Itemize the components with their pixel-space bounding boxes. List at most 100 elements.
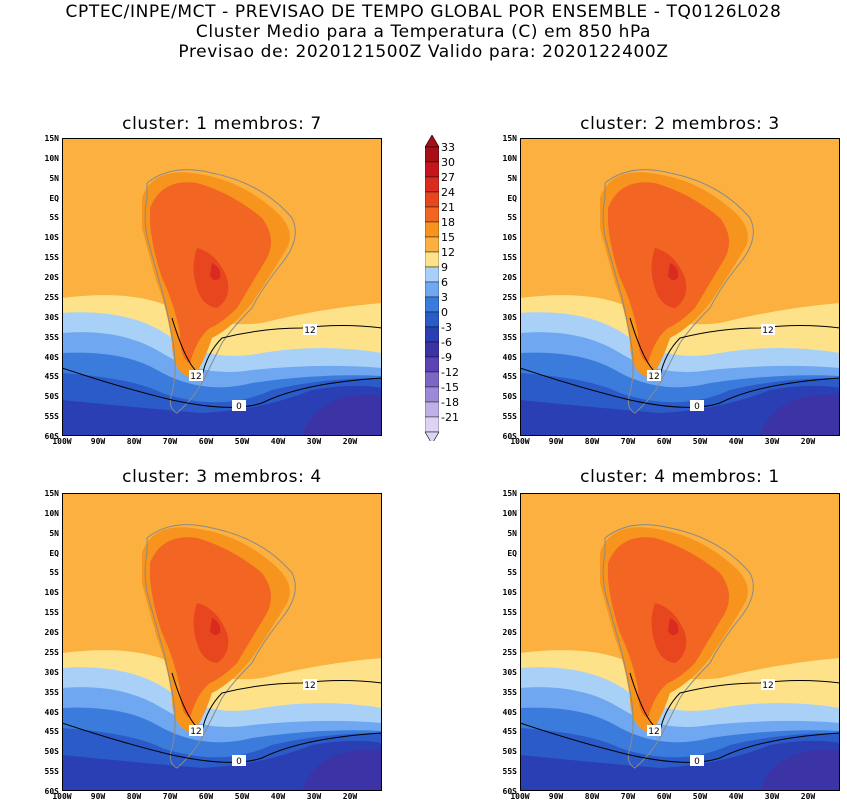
longitude-label: 100W bbox=[52, 437, 72, 446]
longitude-label: 90W bbox=[548, 792, 564, 801]
latitude-label: 5S bbox=[49, 213, 59, 223]
latitude-label: 10N bbox=[44, 153, 59, 163]
longitude-label: 80W bbox=[584, 792, 600, 801]
latitude-label: 10N bbox=[502, 153, 517, 163]
colorbar-swatch bbox=[424, 161, 440, 178]
map-panel-cluster-3: 12 12 0 bbox=[62, 493, 382, 791]
temperature-band bbox=[210, 618, 221, 636]
contour-label-bg bbox=[303, 679, 317, 690]
colorbar-swatch bbox=[424, 191, 440, 208]
temperature-band bbox=[210, 263, 221, 281]
map-frame bbox=[62, 493, 382, 791]
longitude-label: 90W bbox=[548, 437, 564, 446]
latitude-label: 15S bbox=[44, 253, 59, 263]
longitude-label: 30W bbox=[306, 437, 322, 446]
latitude-label: 55S bbox=[502, 767, 517, 777]
longitude-label: 60W bbox=[656, 792, 672, 801]
latitude-label: 20S bbox=[44, 628, 59, 638]
map-panel-cluster-2: 12 12 0 bbox=[520, 138, 840, 436]
contour-label-bg bbox=[232, 400, 246, 411]
coastline bbox=[602, 524, 754, 769]
colorbar-label: 6 bbox=[441, 276, 448, 289]
longitude-label: 50W bbox=[692, 792, 708, 801]
latitude-label: 45S bbox=[502, 727, 517, 737]
colorbar-swatch bbox=[424, 311, 440, 328]
colorbar-upper-arrow bbox=[424, 134, 440, 148]
colorbar-label: 0 bbox=[441, 306, 448, 319]
temperature-band bbox=[193, 603, 229, 663]
longitude-label: 20W bbox=[800, 437, 816, 446]
latitude-label: EQ bbox=[49, 548, 59, 558]
latitude-label: 30S bbox=[502, 667, 517, 677]
map-frame bbox=[520, 138, 840, 436]
latitude-label: EQ bbox=[49, 193, 59, 203]
latitude-label: 60S bbox=[44, 432, 59, 441]
header-line-2: Cluster Medio para a Temperatura (C) em … bbox=[195, 22, 652, 42]
longitude-label: 40W bbox=[270, 792, 286, 801]
latitude-label: 5N bbox=[507, 173, 517, 183]
panel-title-cluster-2: cluster: 2 membros: 3 bbox=[580, 114, 780, 134]
longitude-label: 20W bbox=[800, 792, 816, 801]
latitude-label: 5S bbox=[507, 213, 517, 223]
colorbar-label: -9 bbox=[441, 351, 452, 364]
contour-label: 0 bbox=[694, 757, 700, 767]
contour-label: 0 bbox=[694, 402, 700, 412]
colorbar-label: -3 bbox=[441, 321, 452, 334]
colorbar-lower-arrow bbox=[424, 431, 440, 445]
latitude-label: 30S bbox=[502, 312, 517, 322]
colorbar-label: 15 bbox=[441, 231, 455, 244]
longitude-label: 50W bbox=[692, 437, 708, 446]
longitude-label: 60W bbox=[198, 792, 214, 801]
contour-label-bg bbox=[189, 370, 203, 381]
temperature-field: 12 12 0 bbox=[520, 138, 840, 436]
colorbar-label: 9 bbox=[441, 261, 448, 274]
contour-label: 0 bbox=[236, 757, 242, 767]
contour-label-bg bbox=[761, 679, 775, 690]
colorbar-label: -6 bbox=[441, 336, 452, 349]
longitude-label: 70W bbox=[620, 792, 636, 801]
contour-0 bbox=[520, 722, 840, 763]
latitude-label: 50S bbox=[502, 392, 517, 402]
temperature-colorbar bbox=[424, 134, 440, 445]
latitude-label: 20S bbox=[502, 628, 517, 638]
contour-label-bg bbox=[690, 400, 704, 411]
latitude-label: 40S bbox=[502, 707, 517, 717]
longitude-label: 100W bbox=[52, 792, 72, 801]
colorbar-swatch bbox=[424, 236, 440, 253]
temperature-field: 12 12 0 bbox=[520, 493, 840, 791]
colorbar-label: -21 bbox=[441, 411, 459, 424]
latitude-label: 35S bbox=[44, 687, 59, 697]
longitude-label: 80W bbox=[126, 437, 142, 446]
longitude-label: 30W bbox=[764, 792, 780, 801]
colorbar-label: -12 bbox=[441, 366, 459, 379]
coastline bbox=[144, 169, 296, 414]
latitude-label: 35S bbox=[502, 332, 517, 342]
colorbar-swatch bbox=[424, 251, 440, 268]
longitude-label: 70W bbox=[162, 792, 178, 801]
latitude-label: 35S bbox=[502, 687, 517, 697]
colorbar-label: 3 bbox=[441, 291, 448, 304]
latitude-label: 15S bbox=[44, 608, 59, 618]
longitude-label: 40W bbox=[728, 437, 744, 446]
contour-label: 12 bbox=[762, 326, 773, 336]
longitude-label: 100W bbox=[510, 437, 530, 446]
coastline bbox=[602, 169, 754, 414]
temperature-band bbox=[668, 618, 679, 636]
latitude-label: 10N bbox=[502, 508, 517, 518]
temperature-band bbox=[760, 394, 840, 436]
colorbar-swatch bbox=[424, 221, 440, 238]
contour-0 bbox=[62, 367, 382, 408]
colorbar-label: 24 bbox=[441, 186, 455, 199]
latitude-label: EQ bbox=[507, 193, 517, 203]
latitude-label: 60S bbox=[502, 787, 517, 796]
colorbar-label: 18 bbox=[441, 216, 455, 229]
colorbar-swatch bbox=[424, 356, 440, 373]
latitude-label: 10S bbox=[44, 588, 59, 598]
latitude-label: 5N bbox=[49, 528, 59, 538]
latitude-label: 60S bbox=[502, 432, 517, 441]
latitude-label: 20S bbox=[44, 273, 59, 283]
colorbar-label: 30 bbox=[441, 156, 455, 169]
coastline bbox=[144, 524, 296, 769]
longitude-label: 50W bbox=[234, 792, 250, 801]
contour-label: 12 bbox=[762, 681, 773, 691]
